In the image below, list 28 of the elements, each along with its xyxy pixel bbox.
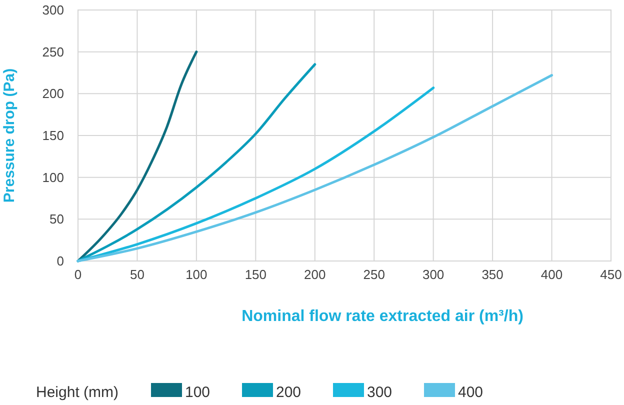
legend-label: 100 (185, 384, 210, 401)
y-tick-label: 0 (56, 254, 64, 268)
x-tick-label: 400 (540, 267, 563, 282)
line-series (76, 50, 198, 262)
x-tick-label: 350 (482, 267, 504, 282)
y-tick-label: 100 (42, 170, 64, 185)
y-axis-title: Pressure drop (Pa) (1, 68, 18, 203)
x-axis-title: Nominal flow rate extracted air (m³/h) (242, 308, 524, 325)
y-tick-label: 200 (42, 86, 64, 102)
legend-label: 400 (458, 384, 484, 401)
x-tick-label: 250 (363, 267, 385, 282)
x-tick-label: 50 (130, 267, 144, 282)
y-tick-label: 50 (50, 212, 64, 227)
x-tick-label: 450 (600, 267, 622, 282)
x-tick-label: 0 (74, 267, 82, 282)
line-series (76, 63, 316, 262)
legend-title: Height (mm) (36, 384, 119, 401)
y-tick-label: 250 (42, 44, 64, 60)
line-series (76, 86, 435, 262)
legend-label: 300 (367, 384, 392, 401)
x-tick-label: 100 (186, 267, 208, 282)
x-tick-label: 300 (422, 267, 444, 282)
y-tick-label: 150 (42, 128, 64, 143)
line-series (76, 74, 554, 262)
y-tick-label: 300 (42, 2, 64, 18)
x-tick-label: 150 (244, 267, 267, 282)
legend-label: 200 (276, 384, 302, 401)
x-tick-label: 200 (304, 267, 326, 282)
